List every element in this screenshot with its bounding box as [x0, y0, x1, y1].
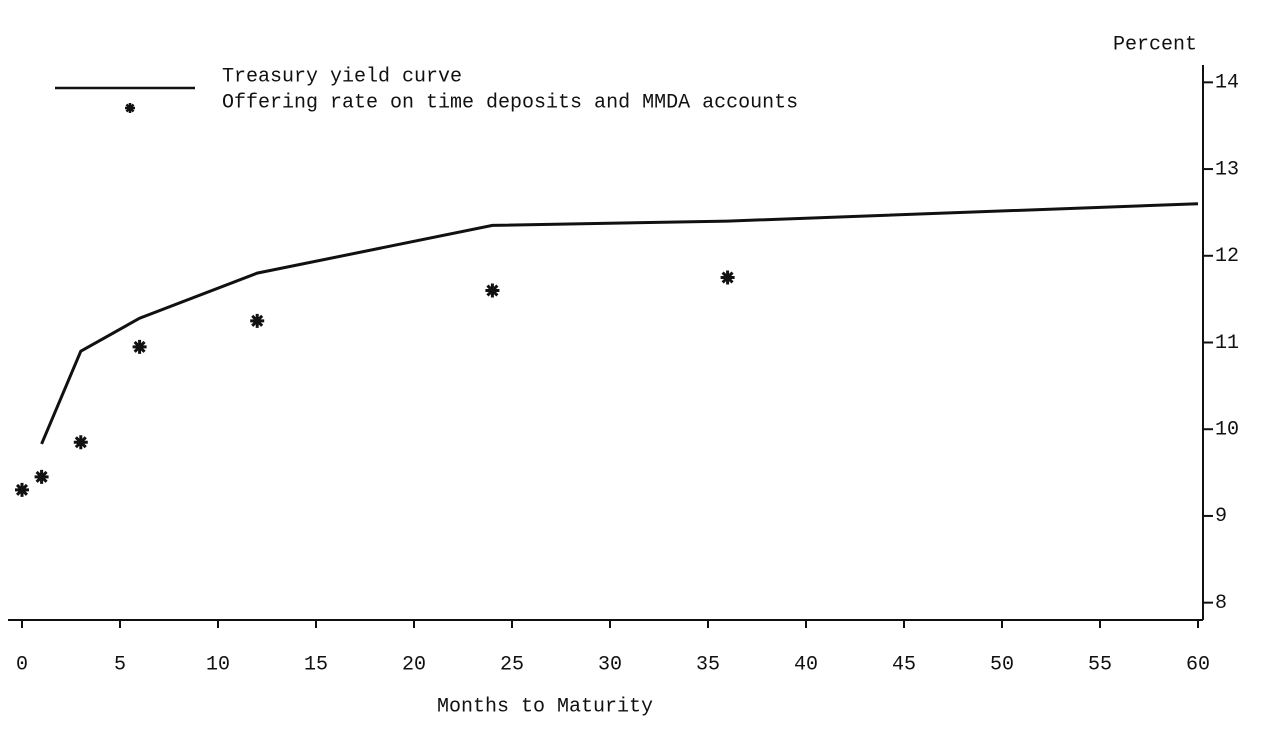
legend-label: Treasury yield curve: [222, 65, 462, 88]
data-point: [720, 270, 735, 285]
data-point: [15, 482, 29, 497]
legend-marker: [125, 103, 135, 113]
x-tick-label: 55: [1088, 653, 1112, 676]
y-axis-label: Percent: [1113, 33, 1197, 56]
legend-label: Offering rate on time deposits and MMDA …: [222, 91, 798, 114]
x-tick-label: 0: [16, 653, 28, 676]
y-tick-label: 12: [1215, 245, 1239, 268]
x-axis-label: Months to Maturity: [437, 695, 653, 718]
x-tick-label: 45: [892, 653, 916, 676]
data-point: [132, 339, 147, 354]
y-tick-label: 10: [1215, 419, 1239, 442]
y-tick-label: 11: [1215, 332, 1239, 355]
x-tick-label: 60: [1186, 653, 1210, 676]
y-tick-label: 9: [1215, 505, 1227, 528]
x-tick-label: 5: [114, 653, 126, 676]
x-tick-label: 35: [696, 653, 720, 676]
y-tick-label: 14: [1215, 72, 1239, 95]
x-tick-label: 25: [500, 653, 524, 676]
y-tick-label: 13: [1215, 158, 1239, 181]
x-tick-label: 10: [206, 653, 230, 676]
data-line: [40, 202, 1199, 445]
x-tick-label: 50: [990, 653, 1014, 676]
data-point: [250, 313, 265, 328]
x-tick-label: 20: [402, 653, 426, 676]
data-point: [485, 283, 500, 298]
y-tick-label: 8: [1215, 592, 1227, 615]
x-tick-label: 15: [304, 653, 328, 676]
data-point: [34, 469, 49, 484]
x-tick-label: 40: [794, 653, 818, 676]
data-point: [73, 435, 88, 450]
x-tick-label: 30: [598, 653, 622, 676]
